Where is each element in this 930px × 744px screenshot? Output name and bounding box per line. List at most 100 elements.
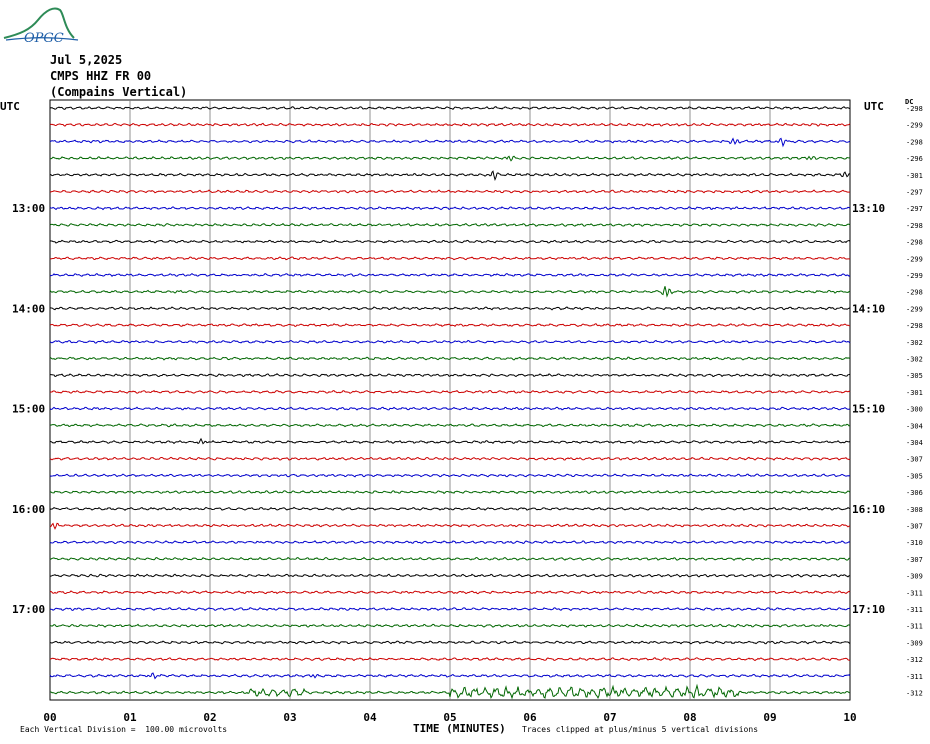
trace-line-16 <box>49 373 851 378</box>
trace-line-27 <box>49 556 851 561</box>
dc-offset-label: -299 <box>906 255 923 263</box>
trace-line-31 <box>49 623 851 628</box>
left-time-label: 17:00 <box>12 603 45 616</box>
header-location: (Compains Vertical) <box>50 85 188 99</box>
right-time-label: 14:10 <box>852 302 885 315</box>
x-tick-label: 02 <box>203 711 216 724</box>
dc-offset-label: -311 <box>906 589 923 597</box>
trace-line-6 <box>49 206 851 211</box>
trace-line-25 <box>49 522 851 530</box>
dc-offset-label: -307 <box>906 556 923 564</box>
dc-offset-label: -302 <box>906 339 923 347</box>
trace-line-8 <box>49 239 851 244</box>
trace-line-10 <box>49 272 851 277</box>
trace-line-19 <box>49 423 851 428</box>
x-tick-label: 04 <box>363 711 377 724</box>
x-tick-label: 01 <box>123 711 137 724</box>
trace-line-17 <box>49 389 851 394</box>
utc-label-left: UTC <box>0 100 20 113</box>
dc-offset-label: -305 <box>906 372 923 380</box>
dc-offset-label: -309 <box>906 639 923 647</box>
dc-offset-label: -297 <box>906 205 923 213</box>
x-axis-title: TIME (MINUTES) <box>413 722 506 735</box>
dc-offset-label: -298 <box>906 105 923 113</box>
trace-line-11 <box>49 286 851 298</box>
dc-offset-label: -299 <box>906 305 923 313</box>
dc-label: DC <box>905 98 914 106</box>
header-station: CMPS HHZ FR 00 <box>50 69 152 83</box>
right-time-label: 15:10 <box>852 403 885 416</box>
utc-label-right: UTC <box>864 100 884 113</box>
dc-offset-label: -305 <box>906 472 923 480</box>
trace-line-30 <box>49 607 851 611</box>
x-tick-label: 03 <box>283 711 296 724</box>
dc-offset-label: -298 <box>906 239 923 247</box>
x-tick-label: 09 <box>763 711 776 724</box>
trace-line-33 <box>49 657 851 662</box>
trace-line-15 <box>49 356 851 361</box>
right-time-label: 13:10 <box>852 202 885 215</box>
dc-offset-label: -297 <box>906 189 923 197</box>
dc-offset-label: -311 <box>906 623 923 631</box>
dc-offset-label: -304 <box>906 422 923 430</box>
trace-line-26 <box>49 540 851 545</box>
dc-offset-label: -312 <box>906 656 923 664</box>
x-tick-label: 00 <box>43 711 56 724</box>
trace-line-0 <box>49 106 851 110</box>
dc-offset-label: -298 <box>906 289 923 297</box>
dc-offset-label: -302 <box>906 356 923 364</box>
trace-line-9 <box>49 256 851 261</box>
right-time-label: 16:10 <box>852 503 885 516</box>
x-tick-label: 06 <box>523 711 537 724</box>
header-date: Jul 5,2025 <box>50 53 123 67</box>
trace-line-1 <box>49 122 851 127</box>
trace-line-28 <box>49 573 851 578</box>
dc-offset-label: -309 <box>906 573 923 581</box>
trace-line-29 <box>49 590 851 595</box>
left-time-label: 15:00 <box>12 403 45 416</box>
dc-offset-label: -310 <box>906 539 923 547</box>
dc-offset-label: -306 <box>906 489 923 497</box>
dc-offset-label: -311 <box>906 606 923 614</box>
dc-offset-label: -300 <box>906 406 923 414</box>
dc-offset-label: -299 <box>906 122 923 130</box>
dc-offset-label: -296 <box>906 155 923 163</box>
left-time-label: 16:00 <box>12 503 45 516</box>
x-tick-label: 05 <box>443 711 456 724</box>
opgc-logo: OPGC <box>3 7 79 46</box>
trace-line-20 <box>49 437 851 445</box>
dc-offset-label: -311 <box>906 673 923 681</box>
dc-offset-label: -301 <box>906 172 923 180</box>
trace-line-23 <box>49 490 851 495</box>
right-time-label: 17:10 <box>852 603 885 616</box>
dc-offset-label: -308 <box>906 506 923 514</box>
x-tick-label: 08 <box>683 711 696 724</box>
x-tick-label: 10 <box>843 711 856 724</box>
dc-offset-label: -301 <box>906 389 923 397</box>
dc-offset-label: -307 <box>906 456 923 464</box>
logo-text: OPGC <box>24 31 64 46</box>
trace-line-4 <box>49 170 851 182</box>
left-time-label: 13:00 <box>12 202 45 215</box>
trace-line-7 <box>49 222 851 227</box>
dc-offset-label: -304 <box>906 439 923 447</box>
dc-offset-label: -299 <box>906 272 923 280</box>
scale-note: Each Vertical Division = 100.00 microvol… <box>20 725 228 734</box>
trace-line-2 <box>49 137 851 148</box>
trace-line-13 <box>49 323 851 328</box>
left-time-label: 14:00 <box>12 302 45 315</box>
trace-line-22 <box>49 473 851 478</box>
trace-line-3 <box>49 155 851 162</box>
trace-line-34 <box>49 672 851 680</box>
trace-line-5 <box>49 189 851 194</box>
trace-line-12 <box>49 306 851 311</box>
trace-line-18 <box>49 406 851 411</box>
dc-offset-label: -298 <box>906 322 923 330</box>
trace-line-24 <box>49 506 851 511</box>
trace-line-35 <box>49 683 851 700</box>
clip-note: Traces clipped at plus/minus 5 vertical … <box>522 725 759 734</box>
trace-line-21 <box>49 456 851 461</box>
x-tick-label: 07 <box>603 711 616 724</box>
dc-offset-label: -307 <box>906 523 923 531</box>
